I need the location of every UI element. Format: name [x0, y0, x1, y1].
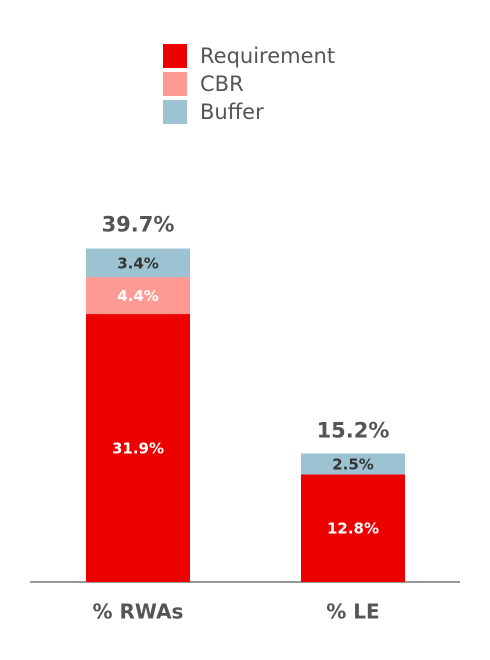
value-label: 2.5% — [332, 455, 374, 473]
value-label: 12.8% — [327, 520, 379, 538]
bar-segment — [86, 277, 190, 315]
total-label: 39.7% — [102, 213, 175, 237]
legend-swatch — [163, 72, 187, 96]
bar-segment — [301, 453, 405, 475]
legend-swatch — [163, 44, 187, 68]
x-tick-label: % LE — [326, 600, 379, 624]
legend-swatch — [163, 100, 187, 124]
legend-label: Buffer — [200, 100, 264, 124]
x-tick-label: % RWAs — [93, 600, 184, 624]
total-label: 15.2% — [317, 418, 390, 442]
legend-label: Requirement — [200, 44, 335, 68]
bar-segment — [86, 248, 190, 278]
value-label: 3.4% — [117, 254, 159, 272]
legend-label: CBR — [200, 72, 244, 96]
value-label: 4.4% — [117, 287, 159, 305]
bar-segment — [301, 474, 405, 582]
bar-segment — [86, 314, 190, 582]
value-label: 31.9% — [112, 440, 164, 458]
